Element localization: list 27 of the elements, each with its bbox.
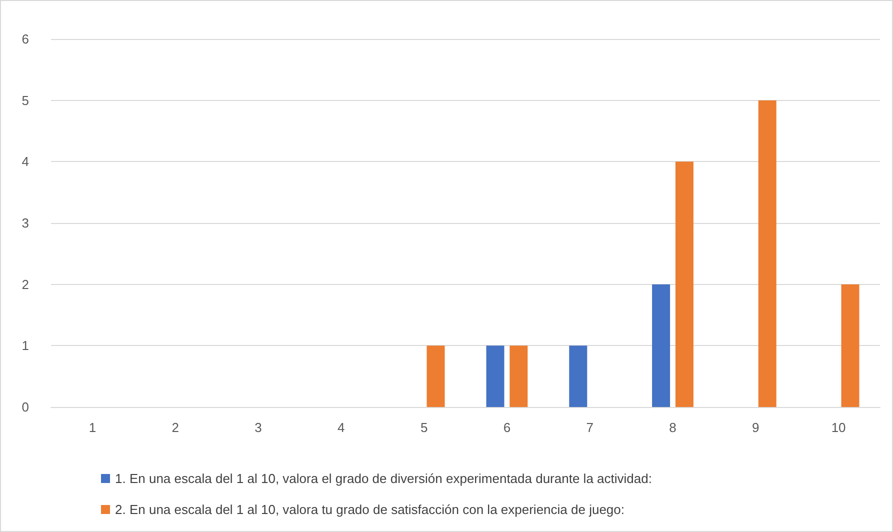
bar <box>569 346 588 407</box>
x-tick-label: 3 <box>254 420 262 435</box>
bar <box>841 284 860 407</box>
bar <box>510 346 528 407</box>
bar <box>486 346 504 407</box>
y-tick-label: 4 <box>22 154 29 170</box>
bar <box>426 346 445 407</box>
y-tick-label: 6 <box>22 32 29 46</box>
x-tick-label: 8 <box>669 420 676 435</box>
y-tick-label: 3 <box>22 216 29 230</box>
y-tick-label: 2 <box>22 276 29 292</box>
x-tick-label: 1 <box>88 420 96 435</box>
x-tick-label: 7 <box>586 420 594 435</box>
x-tick-label: 5 <box>420 420 428 435</box>
y-tick-label: 1 <box>22 338 29 354</box>
x-tick-label: 2 <box>172 420 179 435</box>
y-tick-label: 5 <box>22 92 29 108</box>
x-tick-label: 10 <box>831 420 846 435</box>
bar <box>758 100 776 407</box>
x-tick-label: 4 <box>338 420 345 435</box>
legend-label: 2. En una escala del 1 al 10, valora tu grado de satisfacción con la experiencia de juego: <box>115 502 625 517</box>
x-tick-label: 9 <box>752 420 760 435</box>
y-tick-label: 0 <box>22 400 29 414</box>
legend-label: 1. En una escala del 1 al 10, valora el grado de diversión experimentada durante la actividad: <box>115 471 652 486</box>
bar <box>652 284 670 407</box>
x-tick-label: 6 <box>503 420 511 435</box>
bar <box>675 162 694 407</box>
